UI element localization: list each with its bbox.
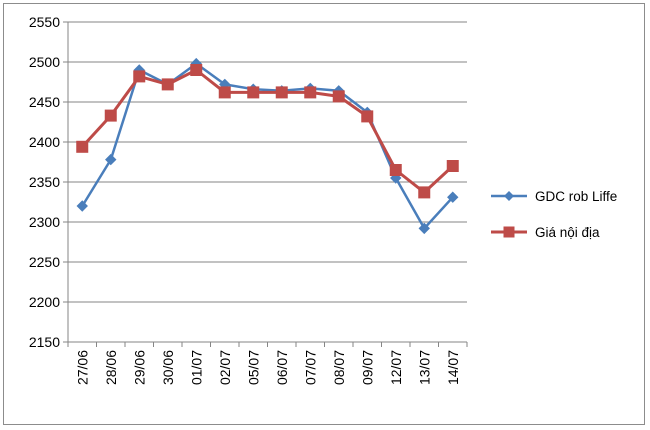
- x-tick-label: 05/07: [245, 350, 261, 385]
- x-axis-tick-labels: 27/06 28/06 29/06 30/06 01/07 02/07 05/07 06/07…: [74, 350, 461, 385]
- point-marker-1: [446, 160, 459, 172]
- x-tick-label: 09/07: [359, 350, 375, 385]
- gridlines: [68, 21, 467, 303]
- y-tick-label: 2300: [29, 214, 60, 230]
- legend-label-0: GDC rob Liffe: [535, 189, 617, 204]
- legend-marker-1: [503, 226, 515, 238]
- point-marker-1: [218, 86, 231, 99]
- legend-item-0: GDC rob Liffe: [491, 189, 617, 204]
- x-tick-label: 30/06: [160, 350, 176, 385]
- x-tick-label: 02/07: [217, 350, 233, 385]
- y-tick-label: 2500: [29, 54, 60, 70]
- x-tick-label: 14/07: [445, 350, 461, 385]
- x-tick-label: 01/07: [188, 350, 204, 385]
- point-marker-1: [389, 164, 402, 176]
- series-line-0: [81, 62, 454, 230]
- legend-marker-0: [504, 191, 514, 201]
- point-marker-1: [418, 186, 431, 199]
- point-marker-1: [247, 86, 260, 99]
- y-tick-label: 2550: [29, 14, 60, 30]
- x-tick-label: 27/06: [74, 350, 90, 385]
- y-tick-label: 2350: [29, 174, 60, 190]
- legend-item-1: Giá nội địa: [491, 225, 600, 240]
- legend: GDC rob Liffe Giá nội địa: [491, 189, 617, 240]
- point-marker-1: [275, 86, 288, 99]
- y-tick-label: 2400: [29, 134, 60, 150]
- x-tick-label: 13/07: [416, 350, 432, 385]
- series-layer: [76, 57, 459, 235]
- point-marker-1: [304, 86, 317, 99]
- point-marker-1: [161, 78, 174, 91]
- point-marker-1: [190, 64, 203, 76]
- axes: [63, 21, 468, 347]
- point-marker-0: [76, 200, 88, 212]
- point-marker-1: [332, 90, 345, 103]
- point-marker-1: [133, 70, 146, 83]
- y-tick-label: 2250: [29, 254, 60, 270]
- x-tick-label: 28/06: [103, 350, 119, 385]
- point-marker-1: [76, 140, 89, 153]
- x-tick-label: 08/07: [331, 350, 347, 385]
- x-tick-label: 12/07: [388, 350, 404, 385]
- legend-label-1: Giá nội địa: [535, 225, 600, 240]
- point-marker-1: [104, 109, 117, 122]
- point-marker-0: [447, 191, 459, 203]
- point-marker-0: [418, 222, 430, 235]
- x-tick-label: 07/07: [302, 350, 318, 385]
- point-marker-1: [361, 110, 374, 123]
- chart-frame: [3, 3, 645, 425]
- x-tick-label: 06/07: [274, 350, 290, 385]
- y-tick-label: 2150: [29, 334, 60, 350]
- y-axis-tick-labels: 2150 2200 2250 2300 2350 2400 2450 2500 2550: [29, 14, 60, 350]
- y-tick-label: 2450: [29, 94, 60, 110]
- y-tick-label: 2200: [29, 294, 60, 310]
- point-marker-0: [105, 153, 117, 166]
- x-tick-label: 29/06: [131, 350, 147, 385]
